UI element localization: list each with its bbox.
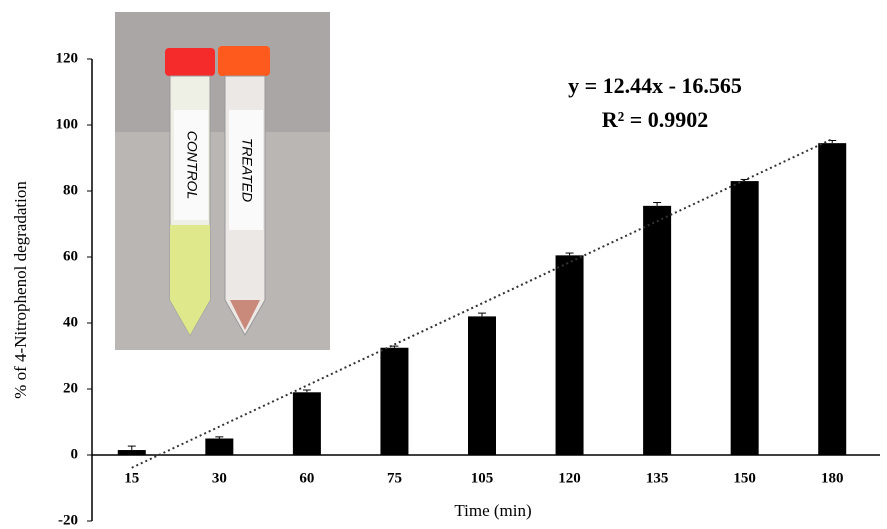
y-tick-label: 0 bbox=[71, 446, 79, 462]
bar bbox=[293, 392, 321, 455]
page: {"chart_data": {"type": "bar", "x_label"… bbox=[0, 0, 887, 529]
bar bbox=[556, 255, 584, 455]
cap bbox=[218, 46, 270, 76]
x-tick-label: 15 bbox=[124, 470, 139, 486]
y-tick-label: 40 bbox=[63, 314, 78, 330]
x-tick-label: 180 bbox=[821, 470, 844, 486]
x-tick-label: 135 bbox=[646, 470, 669, 486]
bar bbox=[380, 348, 408, 455]
bar bbox=[468, 316, 496, 455]
y-tick-label: -20 bbox=[58, 512, 78, 528]
x-tick-label: 30 bbox=[212, 470, 227, 486]
y-tick-label: 100 bbox=[56, 116, 79, 132]
cap bbox=[165, 48, 215, 76]
equation: y = 12.44x - 16.565 bbox=[568, 73, 742, 98]
bar bbox=[118, 450, 146, 455]
bar bbox=[731, 181, 759, 455]
bar bbox=[205, 439, 233, 456]
x-axis-label: Time (min) bbox=[454, 501, 531, 520]
photo-label: TREATED bbox=[239, 138, 255, 202]
x-tick-label: 60 bbox=[299, 470, 314, 486]
x-tick-label: 120 bbox=[558, 470, 581, 486]
y-tick-label: 120 bbox=[56, 50, 79, 66]
x-tick-label: 150 bbox=[733, 470, 756, 486]
x-tick-label: 75 bbox=[387, 470, 402, 486]
x-tick-label: 105 bbox=[471, 470, 494, 486]
y-tick-label: 20 bbox=[63, 380, 78, 396]
inset-photo: CONTROL TREATED bbox=[115, 12, 330, 350]
y-tick-label: 60 bbox=[63, 248, 78, 264]
chart: CONTROL TREATED % of 4-Nitrophenol degra… bbox=[0, 0, 887, 529]
bar bbox=[643, 206, 671, 455]
bar bbox=[818, 143, 846, 455]
y-axis-label: % of 4-Nitrophenol degradation bbox=[11, 181, 30, 399]
y-tick-label: 80 bbox=[63, 182, 78, 198]
r-squared: R² = 0.9902 bbox=[602, 107, 709, 132]
photo-label: CONTROL bbox=[184, 131, 200, 199]
